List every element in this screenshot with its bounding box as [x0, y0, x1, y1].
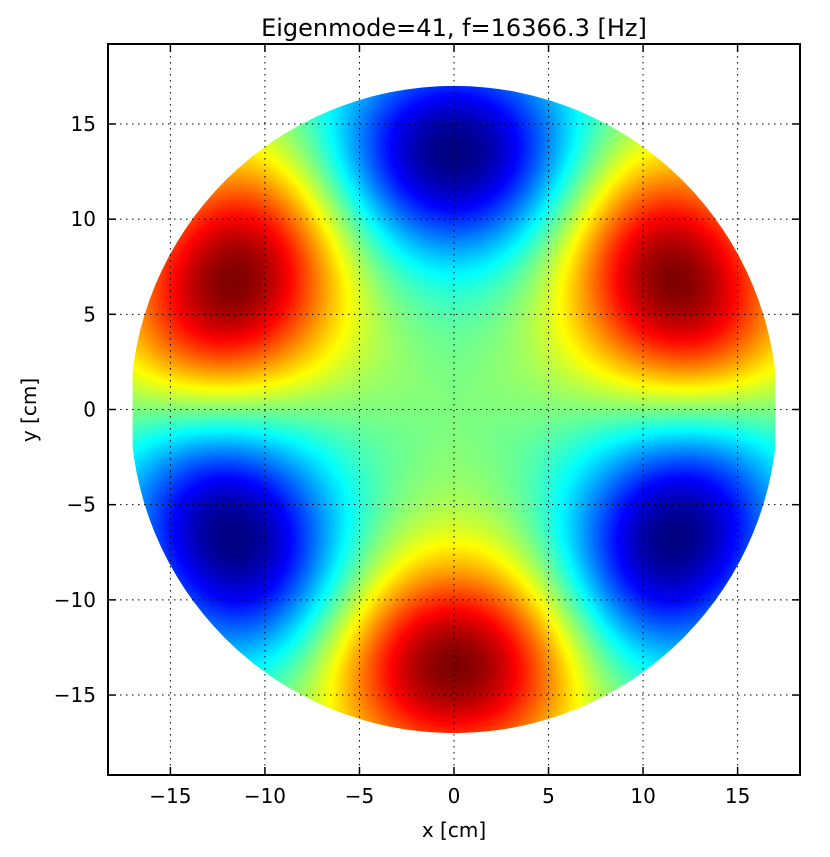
chart-title: Eigenmode=41, f=16366.3 [Hz]: [261, 14, 647, 42]
y-tick-label: 15: [71, 112, 96, 136]
x-tick-label: 15: [725, 784, 750, 808]
x-tick-label: −15: [149, 784, 191, 808]
x-tick-label: −5: [345, 784, 374, 808]
y-tick-label: 0: [83, 398, 96, 422]
axis-ticks: −15 −10 −5 0 5 10 15 −15 −10 −5 0 5 10 15: [54, 44, 800, 808]
x-tick-label: 10: [630, 784, 655, 808]
x-tick-label: −10: [244, 784, 286, 808]
y-tick-label: 5: [83, 302, 96, 326]
x-axis-title: x [cm]: [422, 818, 486, 842]
y-axis-title: y [cm]: [17, 378, 41, 442]
y-tick-label: −10: [54, 588, 96, 612]
heatmap-image: [132, 85, 776, 734]
y-tick-label: 10: [71, 207, 96, 231]
grid: [108, 44, 800, 775]
y-tick-label: −5: [67, 493, 96, 517]
x-tick-label: 5: [542, 784, 555, 808]
x-tick-label: 0: [448, 784, 461, 808]
y-tick-label: −15: [54, 683, 96, 707]
